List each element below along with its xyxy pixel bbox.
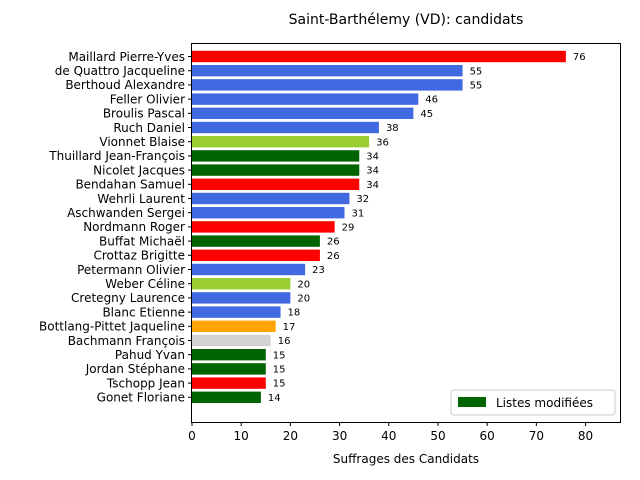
bar — [192, 235, 320, 247]
x-tick-label: 20 — [283, 429, 298, 443]
bar — [192, 377, 266, 389]
x-axis-label: Suffrages des Candidats — [333, 452, 479, 466]
bar — [192, 292, 291, 304]
value-label: 18 — [288, 308, 301, 319]
value-label: 26 — [327, 237, 340, 248]
x-tick-label: 60 — [480, 429, 495, 443]
x-tick-label: 50 — [430, 429, 445, 443]
y-tick-label: Wehrli Laurent — [97, 192, 185, 206]
bar — [192, 207, 345, 219]
y-tick-label: Broulis Pascal — [103, 107, 185, 121]
plot-frame — [191, 43, 621, 423]
y-tick-label: Feller Olivier — [110, 92, 185, 106]
y-tick-label: Vionnet Blaise — [99, 135, 185, 149]
y-tick-label: Bottlang-Pittet Jaqueline — [39, 320, 185, 334]
value-label: 31 — [352, 208, 365, 219]
value-label: 36 — [376, 137, 389, 148]
bar — [192, 334, 271, 347]
y-tick-label: Pahud Yvan — [115, 348, 185, 362]
bar — [192, 391, 261, 403]
value-label: 20 — [297, 279, 310, 290]
bar — [192, 249, 320, 261]
value-label: 16 — [278, 336, 291, 347]
x-tick-label: 10 — [234, 429, 249, 443]
value-label: 34 — [366, 166, 379, 177]
value-label: 45 — [420, 109, 433, 120]
y-tick-label: Crottaz Brigitte — [93, 249, 185, 263]
bar — [192, 150, 360, 162]
x-axis: 0 10 20 30 40 50 60 70 80 — [188, 422, 593, 443]
bar — [192, 121, 379, 134]
y-tick-label: de Quattro Jacqueline — [55, 64, 185, 78]
bar — [192, 164, 360, 176]
legend-box — [450, 389, 616, 416]
y-tick-label: Petermann Olivier — [77, 263, 185, 277]
value-label: 14 — [268, 393, 281, 404]
legend-swatch — [458, 397, 486, 407]
value-label: 15 — [273, 379, 286, 390]
value-label: 23 — [312, 265, 325, 276]
value-label: 15 — [273, 365, 286, 376]
y-tick-label: Buffat Michaël — [99, 234, 185, 248]
bar — [192, 107, 414, 119]
y-tick-label: Cretegny Laurence — [71, 291, 185, 305]
value-label: 34 — [366, 180, 379, 191]
y-tick-label: Bachmann François — [68, 334, 185, 348]
y-tick-label: Maillard Pierre-Yves — [68, 50, 185, 64]
bars-group — [192, 50, 566, 403]
x-tick-label: 0 — [188, 429, 196, 443]
value-label: 26 — [327, 251, 340, 262]
value-label: 20 — [297, 294, 310, 305]
y-tick-label: Gonet Floriane — [97, 391, 185, 405]
y-tick-label: Nicolet Jacques — [93, 163, 185, 177]
value-label: 55 — [470, 66, 483, 77]
legend: Listes modifiées — [450, 389, 616, 416]
value-labels: 7655554645383634343432312926262320201817… — [268, 52, 586, 404]
y-tick-label: Jordan Stéphane — [85, 362, 185, 376]
y-tick-label: Berthoud Alexandre — [65, 78, 185, 92]
y-tick-label: Tschopp Jean — [106, 376, 185, 390]
x-tick-label: 70 — [529, 429, 544, 443]
y-tick-label: Ruch Daniel — [113, 121, 185, 135]
value-label: 38 — [386, 123, 399, 134]
bar — [192, 79, 463, 91]
y-tick-label: Aschwanden Sergei — [67, 206, 185, 220]
bar — [192, 278, 291, 290]
x-tick-label: 80 — [578, 429, 593, 443]
bar — [192, 221, 335, 233]
legend-label: Listes modifiées — [496, 396, 593, 410]
y-tick-label: Blanc Etienne — [102, 305, 185, 319]
value-label: 34 — [366, 152, 379, 163]
bar — [192, 349, 266, 361]
value-label: 32 — [356, 194, 369, 205]
y-tick-label: Bendahan Samuel — [75, 178, 185, 192]
bar — [192, 136, 370, 148]
value-label: 17 — [283, 322, 296, 333]
bar — [192, 306, 281, 318]
value-label: 15 — [273, 350, 286, 361]
chart-title: Saint-Barthélemy (VD): candidats — [289, 12, 524, 28]
bar — [192, 263, 306, 276]
x-tick-label: 30 — [332, 429, 347, 443]
bar — [192, 192, 350, 205]
value-label: 76 — [573, 52, 586, 63]
y-tick-label: Thuillard Jean-François — [48, 149, 185, 163]
bar — [192, 320, 276, 332]
value-label: 55 — [470, 81, 483, 92]
y-tick-label: Nordmann Roger — [83, 220, 185, 234]
bar — [192, 363, 266, 375]
bar — [192, 93, 419, 105]
bar — [192, 178, 360, 190]
value-label: 46 — [425, 95, 438, 106]
y-tick-label: Weber Céline — [105, 277, 185, 291]
bar — [192, 65, 463, 77]
bar — [192, 50, 566, 63]
x-tick-label: 40 — [381, 429, 396, 443]
value-label: 29 — [342, 223, 355, 234]
